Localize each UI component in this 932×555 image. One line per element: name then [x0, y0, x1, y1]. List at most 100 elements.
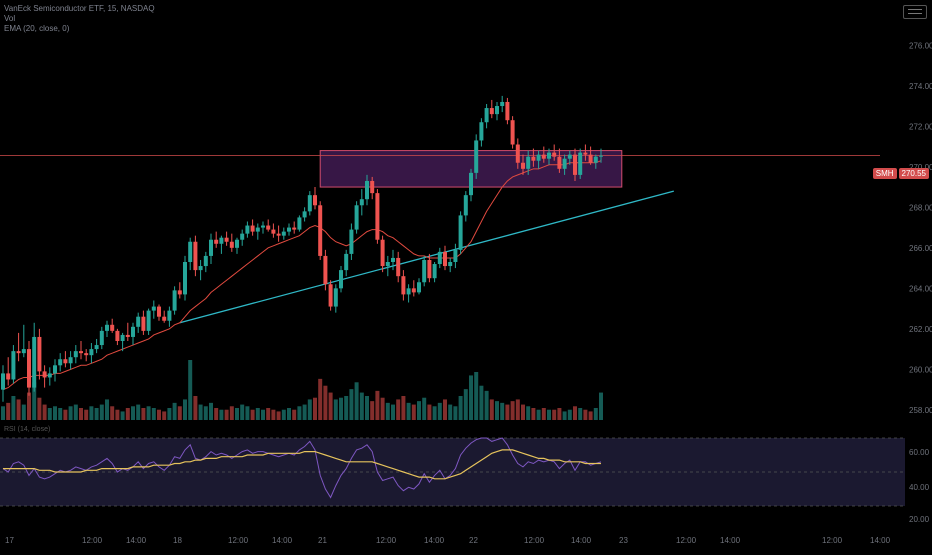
candle-body	[339, 270, 343, 289]
volume-bar	[16, 399, 21, 420]
menu-icon[interactable]	[903, 5, 927, 19]
candle-body	[417, 282, 421, 293]
volume-bar	[37, 397, 42, 420]
y-tick-label: 266.00	[909, 244, 932, 253]
volume-bar	[209, 402, 213, 420]
candle-body	[484, 108, 489, 123]
candle-body	[110, 324, 115, 331]
y-tick-label: 264.00	[909, 284, 932, 293]
candle-body	[567, 154, 572, 159]
rsi-tick-label: 60.00	[909, 448, 930, 457]
symbol-tag: SMH	[872, 168, 897, 179]
volume-bar	[536, 409, 541, 420]
x-tick-label: 12:00	[82, 536, 103, 545]
volume-bar	[105, 399, 109, 420]
volume-bar	[411, 404, 416, 420]
candle-body	[380, 239, 385, 267]
candle-body	[167, 310, 172, 321]
volume-bar	[136, 404, 141, 420]
candle-body	[21, 349, 26, 354]
candle-body	[323, 255, 328, 285]
volume-bar	[541, 408, 546, 420]
volume-bar	[53, 406, 57, 420]
candle-body	[183, 262, 187, 295]
candle-body	[47, 373, 52, 378]
volume-bar	[573, 406, 577, 420]
y-tick-label: 276.00	[909, 41, 932, 50]
candle-body	[307, 195, 312, 212]
volume-bar	[583, 409, 588, 420]
volume-bar	[505, 404, 510, 420]
x-tick-label: 14:00	[272, 536, 293, 545]
x-tick-label: 12:00	[676, 536, 697, 545]
candle-body	[229, 241, 234, 248]
x-tick-label: 14:00	[720, 536, 741, 545]
volume-bar	[432, 406, 437, 420]
volume-bar	[63, 409, 68, 420]
candle-body	[375, 193, 380, 240]
volume-bar	[307, 399, 312, 420]
candle-body	[531, 156, 536, 161]
volume-bar	[437, 402, 442, 420]
volume-bar	[375, 390, 380, 420]
candle-body	[302, 211, 307, 218]
volume-bar	[6, 402, 11, 420]
candle-body	[177, 290, 182, 295]
volume-bar	[547, 409, 551, 420]
volume-bar	[27, 392, 31, 420]
candle-body	[313, 195, 317, 206]
candle-body	[151, 306, 156, 311]
volume-bar	[235, 408, 239, 420]
volume-bar	[469, 375, 473, 420]
volume-bar	[578, 408, 583, 420]
volume-bar	[333, 399, 338, 420]
x-tick-label: 14:00	[870, 536, 891, 545]
candle-body	[235, 239, 239, 248]
candle-body	[94, 345, 99, 350]
candle-body	[479, 122, 484, 141]
candle-body	[203, 255, 208, 267]
x-tick-label: 12:00	[228, 536, 249, 545]
candle-body	[510, 120, 515, 145]
volume-bar	[131, 406, 135, 420]
candle-body	[271, 229, 276, 234]
volume-bar	[271, 409, 276, 420]
volume-bar	[562, 411, 567, 420]
candle-body	[136, 316, 141, 327]
candle-body	[401, 276, 406, 295]
volume-bar	[120, 411, 125, 420]
volume-bar	[266, 408, 271, 420]
y-tick-label: 268.00	[909, 203, 932, 212]
volume-bar	[500, 402, 505, 420]
candle-body	[547, 152, 551, 159]
candle-body	[349, 229, 354, 254]
x-tick-label: 14:00	[126, 536, 147, 545]
candle-body	[593, 156, 598, 163]
current-price-value: 270.55	[898, 168, 929, 179]
candle-body	[250, 225, 255, 232]
volume-bar	[1, 406, 5, 420]
candle-body	[198, 266, 203, 271]
candle-body	[266, 225, 271, 230]
volume-bar	[79, 408, 83, 420]
volume-bar	[370, 401, 375, 420]
rsi-ma-line	[3, 449, 601, 480]
candle-body	[32, 336, 37, 388]
candle-body	[146, 310, 151, 331]
volume-bar	[183, 399, 187, 420]
candle-body	[11, 351, 16, 380]
rsi-tick-label: 20.00	[909, 515, 930, 524]
volume-bar	[510, 401, 515, 420]
volume-bar	[219, 409, 224, 420]
y-tick-label: 260.00	[909, 365, 932, 374]
candle-body	[255, 227, 260, 232]
x-tick-label: 14:00	[571, 536, 592, 545]
volume-bar	[58, 408, 63, 420]
candle-body	[469, 172, 473, 196]
volume-bar	[380, 397, 385, 420]
candle-body	[422, 259, 427, 283]
candle-body	[333, 288, 338, 307]
volume-bar	[567, 409, 572, 420]
candle-body	[354, 205, 359, 230]
